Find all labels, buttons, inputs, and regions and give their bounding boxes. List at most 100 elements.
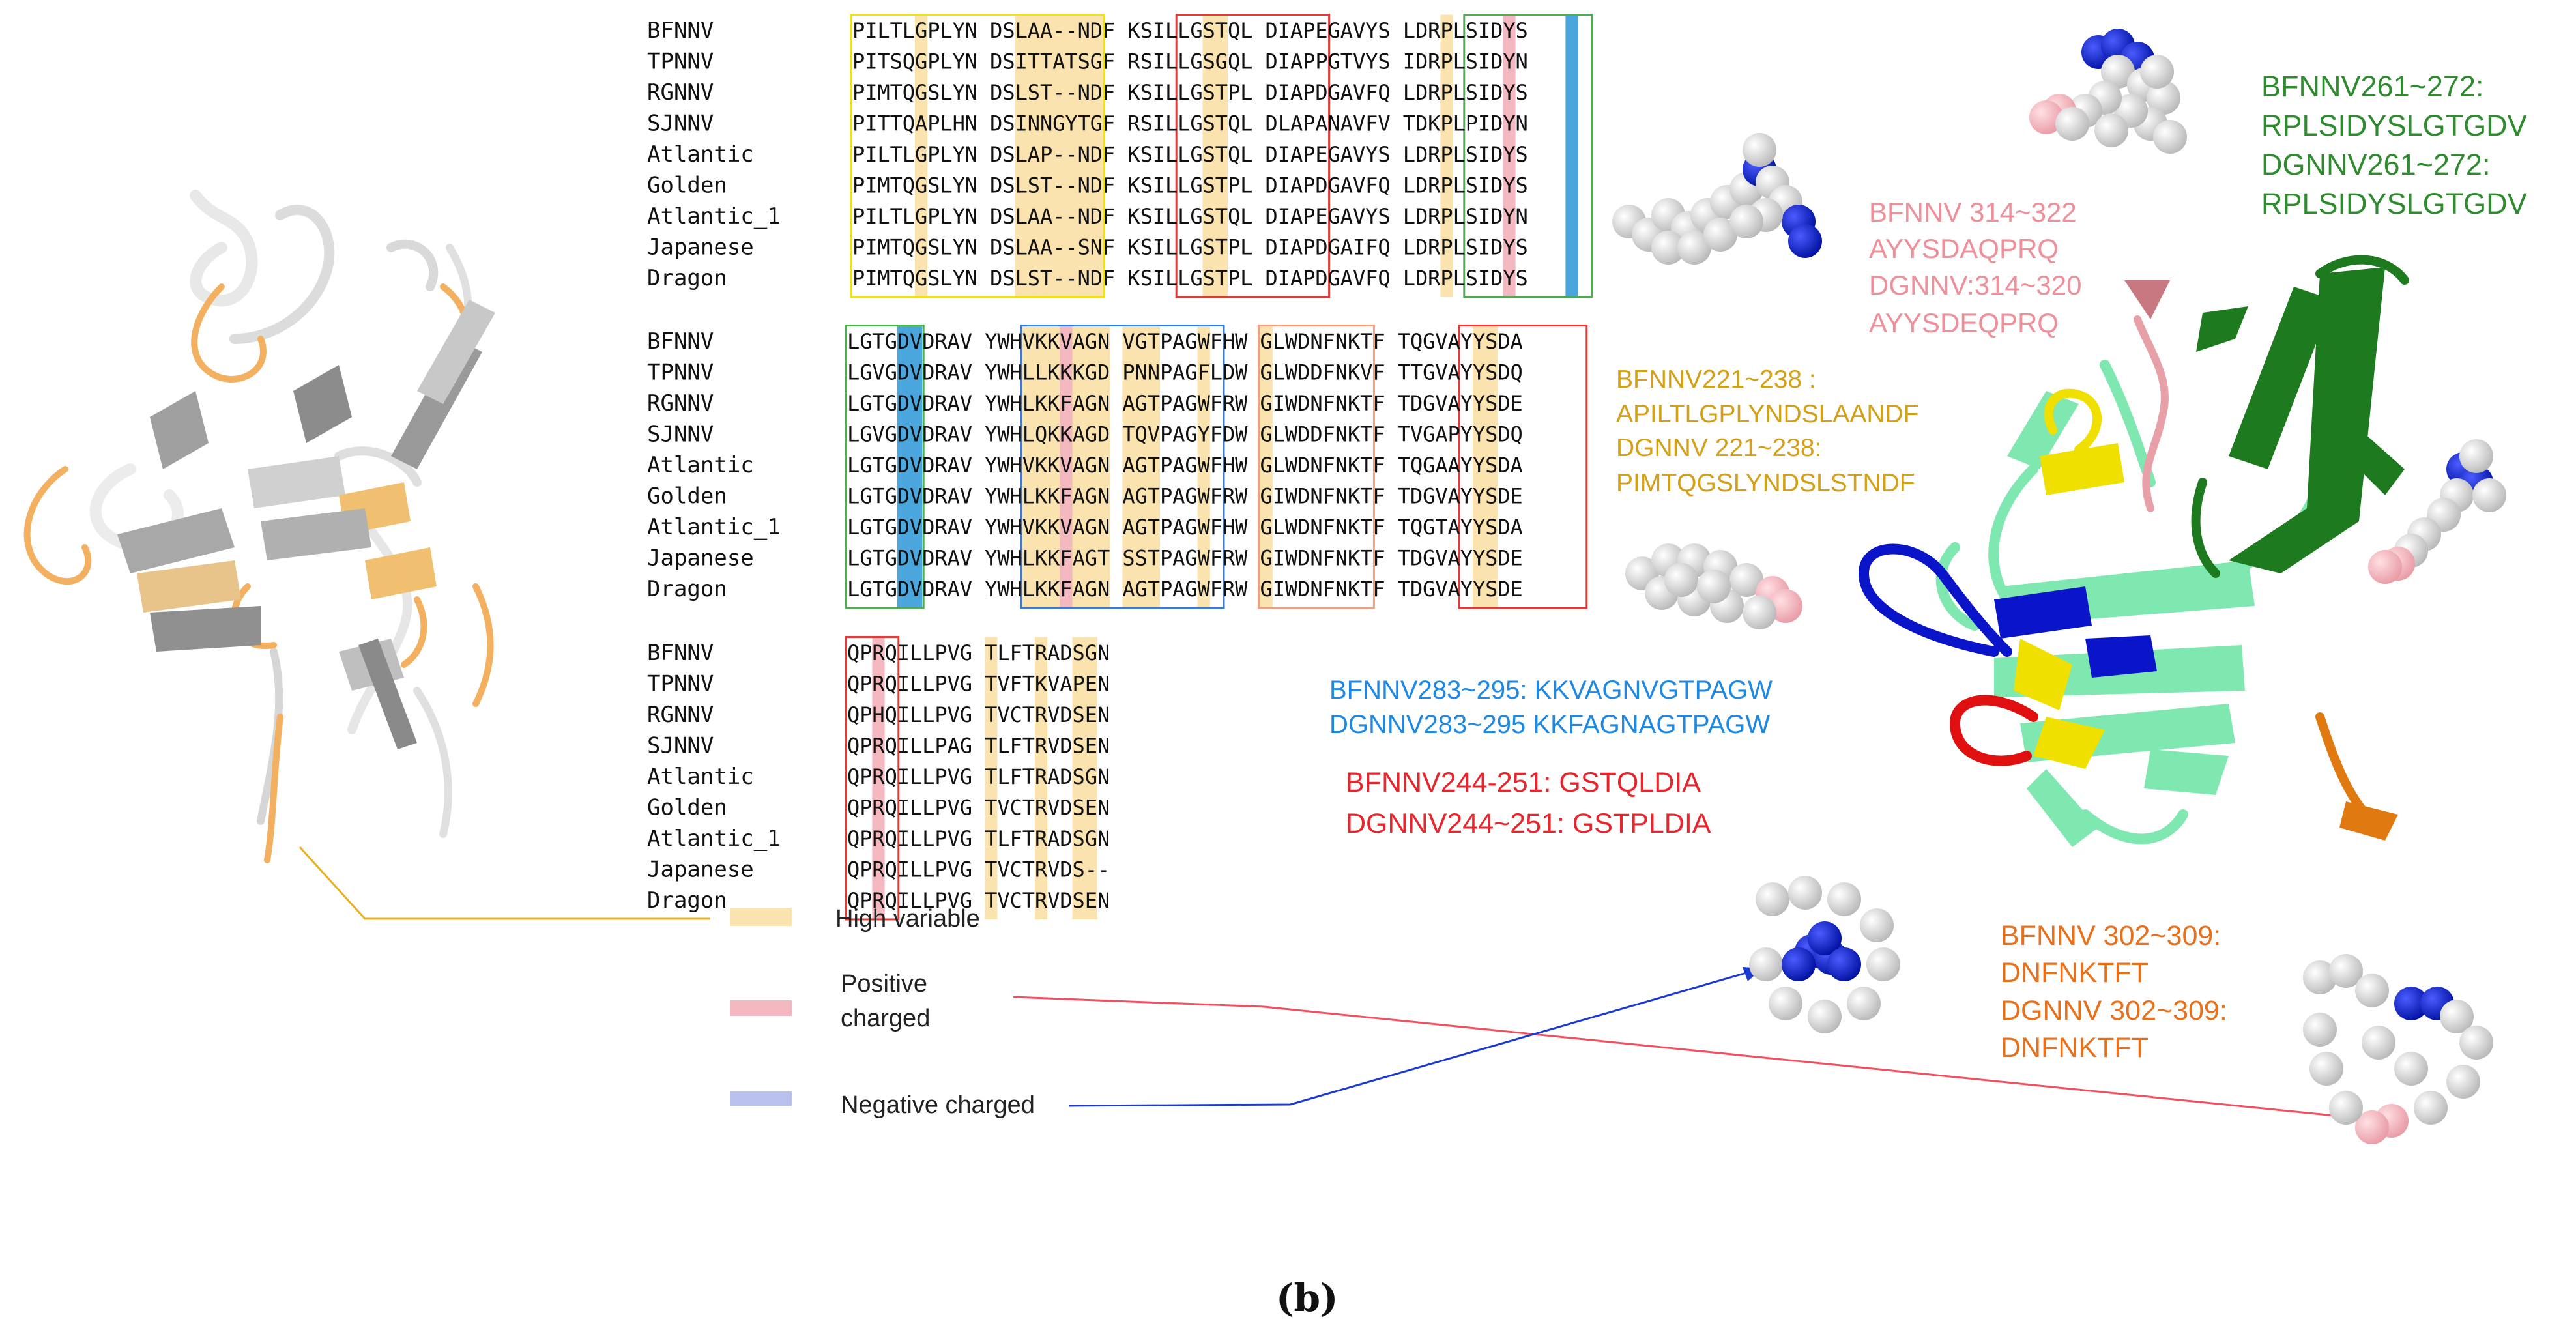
annotation-green-dgnnv-seq: RPLSIDYSLGTGDV (2261, 187, 2527, 220)
sequence-row: PIMTQGSLYN DSLAA--SNF KSILLGSTPL DIAPDGA… (852, 235, 1528, 260)
species-name: TPNNV (647, 49, 714, 75)
atom-sphere (1677, 231, 1711, 265)
alignment-box-block3-0 (845, 636, 900, 921)
atom-sphere (1749, 947, 1783, 981)
annotation-orange-dgnnv-seq: DNFNKTFT (2001, 1032, 2149, 1063)
atom-sphere (2414, 1091, 2448, 1125)
left-protein-structure (23, 190, 495, 863)
annotation-pink-dgnnv-range: DGNNV:314~320 (1869, 270, 2081, 300)
atom-sphere (2446, 1065, 2480, 1099)
atom-sphere (2394, 1052, 2428, 1086)
atom-sphere (1808, 1000, 1842, 1033)
sequence-row: PILTLGPLYN DSLAA--NDF KSILLGSTQL DIAPEGA… (852, 204, 1528, 229)
sequence-row: PIMTQGSLYN DSLST--NDF KSILLGSTPL DIAPDGA… (852, 80, 1528, 105)
annotations: BFNNV283~295: KKVAGNVGTPAGW DGNNV283~295… (1329, 70, 2527, 1063)
annotation-orange-dgnnv-range: DGNNV 302~309: (2001, 995, 2227, 1026)
atom-sphere (2029, 100, 2063, 134)
sequence-row: LGTGDVDRAV YWHLKKFAGN AGTPAGWFRW GIWDNFN… (847, 484, 1523, 509)
species-name: BFNNV (647, 328, 714, 354)
sequence-row: LGTGDVDRAV YWHLKKFAGN AGTPAGWFRW GIWDNFN… (847, 577, 1523, 601)
atom-sphere (2394, 987, 2428, 1020)
sphere-cluster-bottom-right (2303, 954, 2493, 1144)
atom-sphere (1788, 224, 1822, 258)
atom-sphere (1697, 570, 1731, 603)
annotation-pink-bfnnv-range: BFNNV 314~322 (1869, 197, 2077, 227)
species-name: SJNNV (647, 422, 714, 448)
species-name: RGNNV (647, 702, 714, 728)
sphere-cluster-bottom-middle (1749, 876, 1900, 1033)
legend-swatch-high-variable (730, 908, 792, 926)
species-name: Japanese (647, 857, 754, 883)
annotation-green-bfnnv-seq: RPLSIDYSLGTGDV (2261, 109, 2527, 142)
sequence-row: QPRQILLPVG TVCTRVDSEN (847, 888, 1110, 913)
alignment-box-block1-2 (1463, 14, 1593, 298)
alignment-box-block1-1 (1175, 14, 1331, 298)
alignment-shade-block3-2 (1035, 637, 1048, 919)
atom-sphere (1769, 589, 1802, 623)
atom-sphere (2355, 1110, 2389, 1144)
atom-sphere (2440, 1000, 2474, 1033)
alignment-box-block2-3 (1458, 325, 1588, 609)
alignment-block2: BFNNV LGTGDVDRAV YWHVKKVAGN VGTPAGWFHW GL… (647, 325, 1588, 609)
atom-sphere (2355, 974, 2389, 1007)
species-name: SJNNV (647, 733, 714, 759)
alignment-block3: BFNNV QPRQILLPVG TLFTRADSGN TPNNV QPRQILLPV… (647, 636, 1110, 921)
atom-sphere (1847, 987, 1881, 1020)
legend-label-high-variable: High variable (835, 905, 980, 932)
annotation-green-dgnnv-range: DGNNV261~272: (2261, 148, 2490, 181)
legend-connector-yellow (298, 846, 710, 920)
sequence-row: LGTGDVDRAV YWHVKKVAGN AGTPAGWFHW GLWDNFN… (847, 515, 1523, 540)
alignment-shade-block2-2 (1060, 325, 1073, 608)
species-name: Golden (647, 795, 727, 821)
annotation-gold-bfnnv-seq: APILTLGPLYNDSLAANDF (1616, 400, 1919, 428)
sphere-cluster-top-middle (1612, 133, 1822, 265)
sphere-models (1612, 29, 2506, 1144)
annotation-gold-dgnnv-range: DGNNV 221~238: (1616, 434, 1821, 462)
alignment-shade-block3-0 (872, 637, 885, 919)
atom-sphere (2153, 120, 2187, 154)
sequence-row: QPRQILLPVG TLFTRADSGN (847, 826, 1110, 851)
species-name: RGNNV (647, 79, 714, 106)
species-name: Atlantic (647, 764, 754, 790)
legend-swatch-negative (730, 1091, 792, 1106)
alignment-shade-block3-3 (1072, 637, 1097, 919)
legend-label-positive-1: Positive (841, 970, 927, 998)
sequence-row: LGVGDVDRAV YWHLLKKKGD PNNPAGFLDW GLWDDFN… (847, 360, 1523, 385)
atom-sphere (2055, 107, 2089, 141)
atom-sphere (1827, 882, 1861, 916)
annotation-pink-bfnnv-seq: AYYSDAQPRQ (1869, 233, 2059, 264)
atom-sphere (1743, 596, 1776, 629)
species-name: RGNNV (647, 390, 714, 416)
right-protein-structure (1858, 255, 2409, 847)
atom-sphere (2303, 1013, 2337, 1047)
sequence-row: LGVGDVDRAV YWHLQKKAGD TQVPAGYFDW GLWDDFN… (847, 422, 1523, 447)
annotation-pink-dgnnv-seq: AYYSDEQPRQ (1869, 308, 2059, 338)
sequence-row: PILTLGPLYN DSLAA--NDF KSILLGSTQL DIAPEGA… (852, 18, 1528, 43)
legend-label-positive-2: charged (841, 1005, 930, 1032)
atom-sphere (1827, 947, 1861, 981)
species-name: Golden (647, 484, 727, 510)
species-name: TPNNV (647, 360, 714, 386)
sequence-row: PIMTQGSLYN DSLST--NDF KSILLGSTPL DIAPDGA… (852, 173, 1528, 198)
alignment-shade-block1-0 (915, 14, 928, 297)
annotation-red-dgnnv: DGNNV244~251: GSTPLDIA (1346, 808, 1711, 839)
atom-sphere (2329, 1091, 2363, 1125)
atom-sphere (1743, 133, 1776, 167)
atom-sphere (1860, 908, 1894, 942)
sequence-row: LGTGDVDRAV YWHLKKFAGT SSTPAGWFRW GIWDNFN… (847, 546, 1523, 571)
atom-sphere (2303, 960, 2337, 994)
atom-sphere (1703, 218, 1737, 252)
species-name: Dragon (647, 576, 727, 602)
atom-sphere (1651, 231, 1685, 265)
alignment-shade-block2-5 (1260, 325, 1273, 608)
atom-sphere (1664, 563, 1698, 597)
alignment-shade-block2-4 (1197, 325, 1210, 608)
legend-swatch-positive (730, 1000, 792, 1016)
sequence-row: PILTLGPLYN DSLAP--NDF KSILLGSTQL DIAPEGA… (852, 142, 1528, 167)
alignment-box-block1-0 (850, 14, 1105, 298)
annotation-blue-dgnnv: DGNNV283~295 KKFAGNAGTPAGW (1329, 710, 1770, 739)
species-name: Japanese (647, 235, 754, 261)
annotation-orange-bfnnv-range: BFNNV 302~309: (2001, 920, 2221, 951)
sequence-row: QPRQILLPVG TLFTRADSGN (847, 764, 1110, 789)
